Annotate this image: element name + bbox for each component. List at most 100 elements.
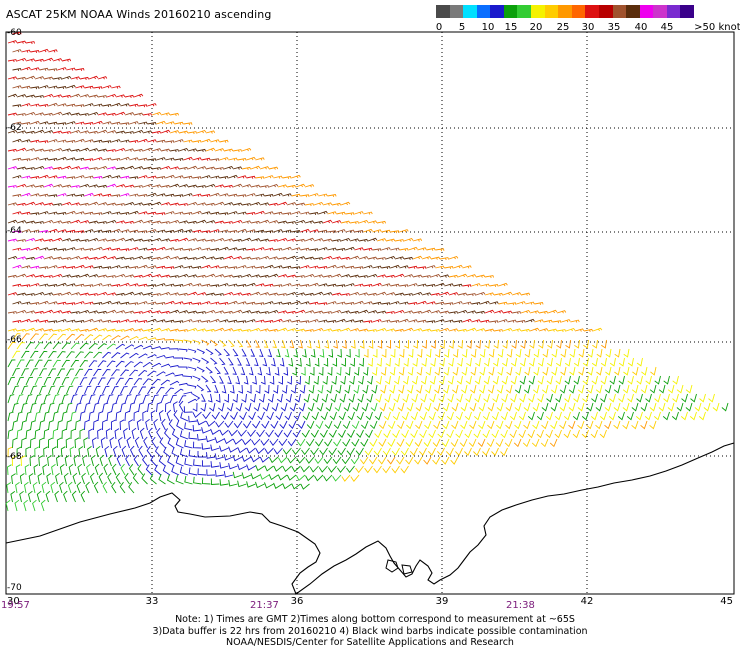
wind-barb xyxy=(158,410,164,422)
wind-barb xyxy=(507,302,517,306)
wind-barb xyxy=(243,375,249,385)
wind-barb xyxy=(475,291,486,296)
wind-barb xyxy=(286,274,297,278)
wind-barb xyxy=(115,94,126,98)
wind-barb xyxy=(111,463,117,476)
wind-barb xyxy=(178,310,189,314)
latitude-label: -64 xyxy=(7,226,22,236)
wind-barb xyxy=(273,192,283,197)
wind-barb xyxy=(34,411,41,422)
wind-barb xyxy=(241,256,252,260)
wind-barb xyxy=(287,456,297,464)
wind-barb xyxy=(426,348,432,358)
wind-barb xyxy=(448,311,459,315)
wind-barb xyxy=(174,157,184,162)
wind-barb xyxy=(174,247,184,251)
wind-barb xyxy=(228,211,238,215)
wind-barb xyxy=(264,247,274,251)
wind-barb xyxy=(16,147,27,152)
wind-barb xyxy=(350,456,360,465)
wind-barb xyxy=(15,464,21,476)
wind-barb xyxy=(156,212,166,216)
wind-barb xyxy=(70,274,81,278)
wind-barb xyxy=(273,265,283,269)
wind-barb xyxy=(228,193,238,197)
wind-barb xyxy=(645,375,652,385)
wind-barb xyxy=(106,410,113,422)
wind-barb xyxy=(61,327,72,332)
wind-barb xyxy=(34,95,45,99)
wind-barb xyxy=(106,377,115,386)
wind-barb xyxy=(241,292,252,296)
wind-barb xyxy=(403,375,409,385)
wind-barb xyxy=(52,428,58,440)
wind-barb xyxy=(259,393,265,403)
wind-barb xyxy=(533,348,540,358)
wind-barb xyxy=(264,264,274,269)
wind-barb xyxy=(591,357,598,367)
wind-barb xyxy=(482,429,490,439)
wind-barb xyxy=(169,348,179,351)
wind-barb xyxy=(235,402,243,412)
wind-barb xyxy=(88,201,99,206)
wind-barb xyxy=(228,247,238,251)
wind-barb xyxy=(209,402,216,412)
wind-barb xyxy=(30,420,36,431)
wind-barb xyxy=(298,402,306,412)
wind-barb xyxy=(268,309,279,314)
wind-barb xyxy=(303,393,310,403)
wind-barb xyxy=(193,441,202,449)
wind-barb xyxy=(111,386,119,395)
wind-barb xyxy=(115,130,126,134)
wind-barb xyxy=(165,372,175,377)
wind-barb xyxy=(169,275,180,279)
wind-barb xyxy=(232,471,243,479)
wind-barb xyxy=(288,357,294,367)
wind-barb xyxy=(315,438,324,447)
wind-barb xyxy=(75,351,84,359)
wind-barb xyxy=(133,238,144,242)
wind-barb xyxy=(84,175,94,179)
wind-barb xyxy=(43,275,54,279)
wind-barb xyxy=(291,211,301,215)
wind-barb xyxy=(25,220,36,224)
wind-barb xyxy=(196,384,205,392)
wind-barb xyxy=(529,339,535,349)
wind-barb xyxy=(232,149,243,153)
wind-barb xyxy=(52,256,63,260)
wind-barb xyxy=(319,447,328,456)
wind-barb xyxy=(408,283,418,287)
wind-barb xyxy=(201,427,211,434)
wind-barb xyxy=(174,339,184,343)
wind-barb xyxy=(183,391,193,395)
wind-barb xyxy=(201,283,211,287)
wind-barb xyxy=(250,201,261,206)
wind-barb xyxy=(237,447,247,454)
wind-barb xyxy=(111,481,117,494)
wind-barb xyxy=(174,175,184,179)
wind-barb xyxy=(554,411,562,421)
wind-barb xyxy=(304,292,315,296)
wind-barb xyxy=(408,319,418,323)
wind-barb xyxy=(322,375,328,385)
wind-barb xyxy=(81,472,86,485)
wind-barb xyxy=(183,265,193,269)
wind-barb xyxy=(75,85,85,89)
wind-barb xyxy=(381,283,391,287)
wind-barb xyxy=(424,402,432,412)
wind-barb xyxy=(336,301,346,305)
wind-barb xyxy=(345,283,355,287)
wind-barb xyxy=(396,456,405,465)
wind-barb xyxy=(689,411,697,421)
wind-barb xyxy=(527,429,535,439)
wind-barb xyxy=(492,375,499,385)
wind-barb xyxy=(97,411,104,422)
wind-barb xyxy=(237,357,242,366)
legend-swatch xyxy=(639,5,654,18)
wind-barb xyxy=(201,193,211,198)
wind-barb xyxy=(75,104,85,108)
wind-barb xyxy=(48,121,58,125)
wind-barb xyxy=(97,238,108,242)
wind-barb xyxy=(403,293,414,297)
wind-barb xyxy=(30,139,40,143)
